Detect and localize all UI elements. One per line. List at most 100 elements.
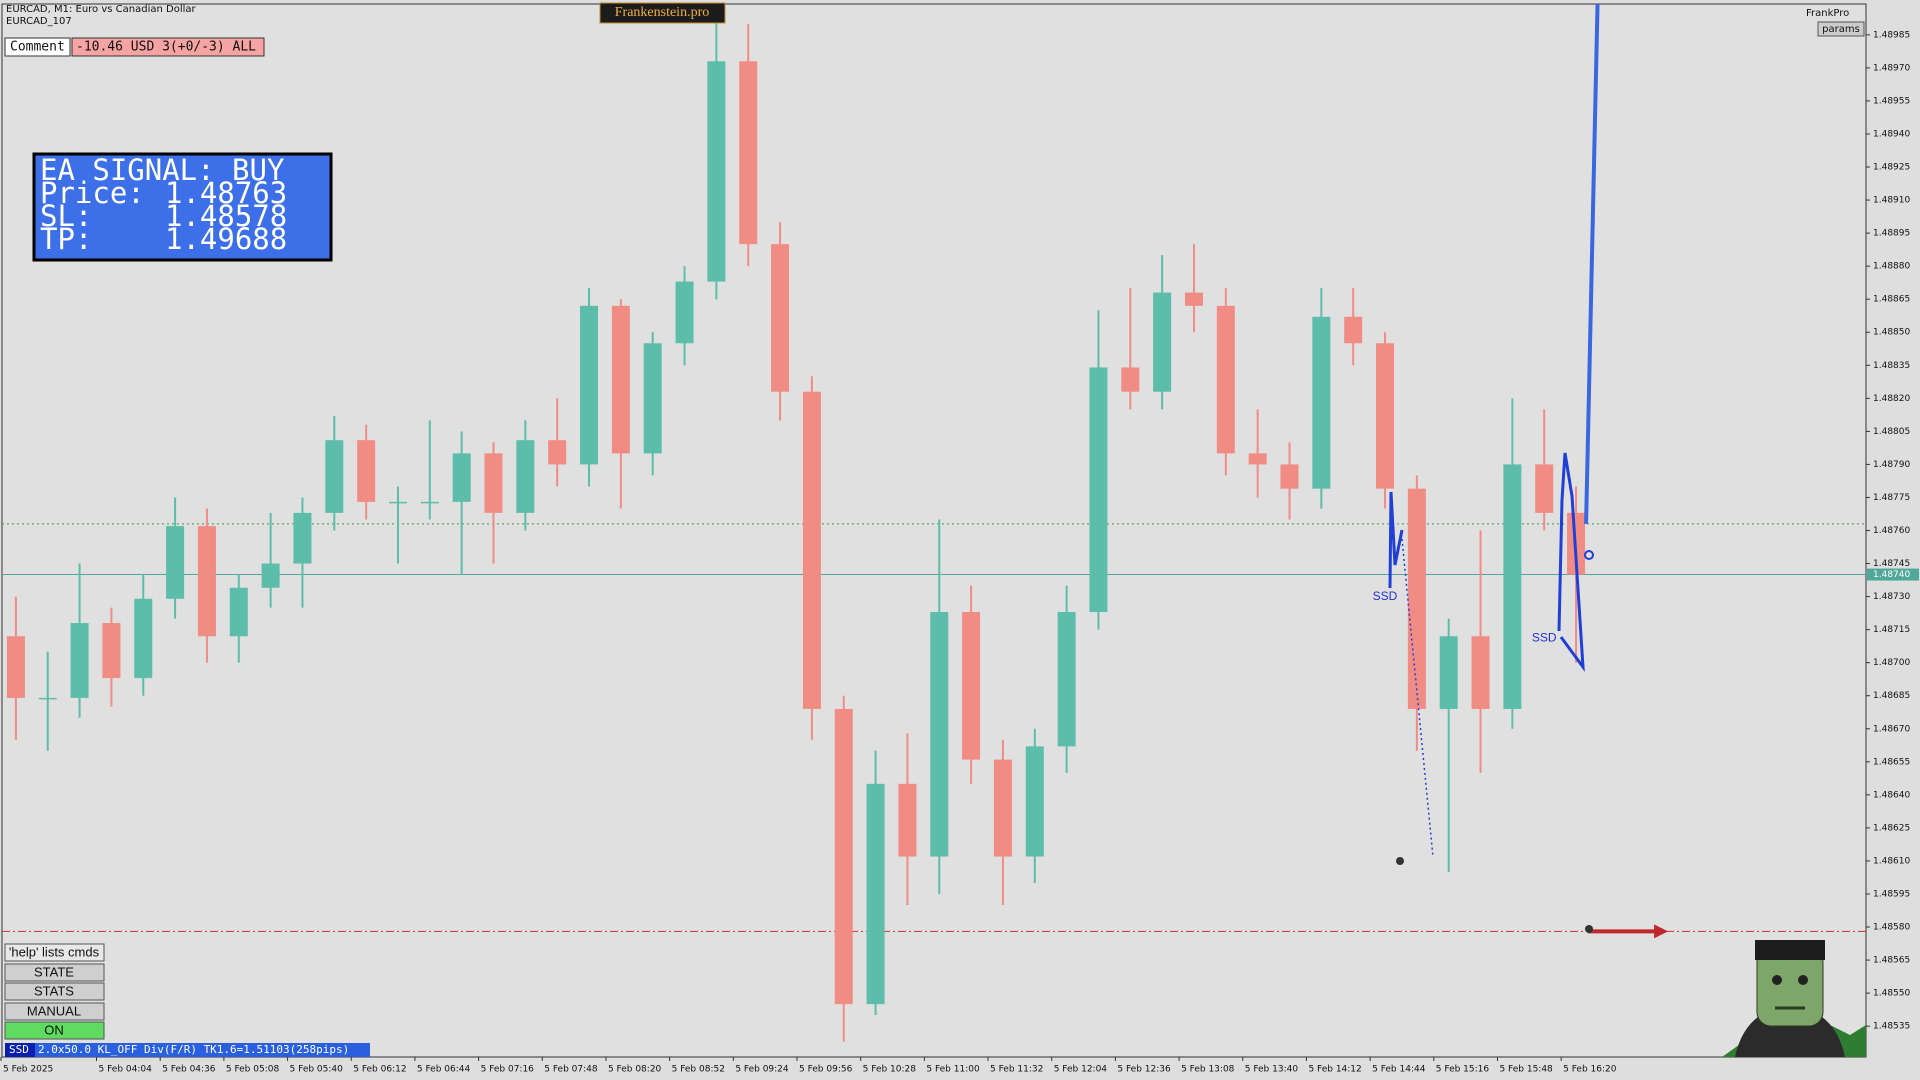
stats-button[interactable] — [4, 982, 105, 1001]
x-tick-label: 5 Feb 08:52 — [672, 1065, 725, 1075]
y-tick-label: 1.48775 — [1873, 493, 1910, 503]
candle-body — [452, 453, 471, 502]
brand-box — [599, 2, 726, 24]
plot — [2, 4, 1866, 1042]
bid-label-box — [1867, 568, 1919, 581]
help-label[interactable]: 'help' lists cmds — [9, 944, 100, 959]
status-tag — [5, 1043, 35, 1057]
status-bar — [5, 1043, 370, 1057]
annotation: SSD — [1373, 589, 1398, 603]
x-tick-label: 5 Feb 13:08 — [1181, 1065, 1235, 1075]
candle-body — [70, 623, 89, 698]
params-label[interactable]: params — [1822, 24, 1860, 35]
y-tick-label: 1.48790 — [1873, 460, 1910, 470]
candle-body — [166, 526, 185, 599]
stats-label[interactable]: STATS — [34, 983, 74, 998]
y-tick-label: 1.48580 — [1873, 923, 1910, 933]
on-button[interactable] — [4, 1021, 105, 1040]
x-tick-label: 5 Feb 07:48 — [544, 1065, 598, 1075]
x-tick-label: 5 Feb 05:08 — [226, 1065, 280, 1075]
candle-body — [548, 440, 567, 465]
candle-body — [1535, 464, 1554, 513]
candle-body — [1248, 453, 1267, 465]
skull-marker — [1585, 925, 1593, 933]
x-tick-label: 5 Feb 2025 — [3, 1065, 53, 1075]
candle-body — [1121, 367, 1140, 392]
comment-label: Comment — [10, 40, 65, 55]
candle-body — [197, 526, 216, 637]
candle-body — [1280, 464, 1299, 489]
x-tick-label: 5 Feb 11:32 — [990, 1065, 1043, 1075]
signal-title: EA SIGNAL: BUY — [40, 153, 284, 187]
y-tick-label: 1.48850 — [1873, 328, 1910, 338]
candle-body — [484, 453, 503, 513]
x-tick-label: 5 Feb 08:20 — [608, 1065, 662, 1075]
help-button[interactable] — [4, 943, 105, 962]
candle-body — [293, 512, 312, 564]
y-tick-label: 1.48565 — [1873, 956, 1910, 966]
candle-body — [1184, 292, 1203, 306]
manual-button[interactable] — [4, 1002, 105, 1021]
mascot-hair — [1755, 940, 1825, 960]
candle-body — [1025, 746, 1044, 857]
candle-body — [866, 783, 885, 1005]
x-tick-label: 5 Feb 15:16 — [1436, 1065, 1490, 1075]
mascot-eye — [1798, 975, 1808, 985]
signal-panel — [32, 152, 333, 262]
indicator-zigzag — [1388, 452, 1594, 933]
signal-row-value: 1.48578 — [165, 199, 287, 233]
y-tick-label: 1.48805 — [1873, 427, 1910, 437]
comment-text: -10.46 USD 3(+0/-3) ALL — [76, 40, 256, 55]
candle-body — [802, 391, 821, 709]
x-tick-label: 5 Feb 10:28 — [863, 1065, 917, 1075]
state-button[interactable] — [4, 963, 105, 982]
candle-body — [134, 598, 153, 679]
candle-body — [102, 623, 121, 679]
candle-body — [516, 440, 535, 513]
y-tick-label: 1.48655 — [1873, 757, 1910, 767]
y-tick-label: 1.48865 — [1873, 295, 1910, 305]
brand: Frankenstein.pro — [615, 5, 709, 20]
x-tick-label: 5 Feb 09:56 — [799, 1065, 853, 1075]
candle-body — [834, 708, 853, 1005]
candle-body — [357, 440, 376, 502]
x-tick-label: 5 Feb 14:44 — [1372, 1065, 1426, 1075]
sl-arrow-head — [1654, 924, 1669, 939]
zigzag — [1388, 491, 1404, 589]
comment-label-box — [4, 37, 71, 57]
candle-body — [1153, 292, 1172, 392]
status-tag-label: SSD — [9, 1043, 29, 1056]
candle-body — [580, 305, 599, 465]
candle-body — [707, 61, 726, 282]
candle-body — [1439, 636, 1458, 709]
y-tick-label: 1.48970 — [1873, 63, 1910, 73]
candle-body — [611, 305, 630, 454]
y-tick-label: 1.48955 — [1873, 96, 1910, 106]
on-label[interactable]: ON — [44, 1022, 64, 1037]
state-label[interactable]: STATE — [34, 964, 74, 979]
signal-row-value: 1.49688 — [165, 222, 287, 256]
skull-marker — [1396, 857, 1404, 865]
x-tick-label: 5 Feb 12:36 — [1117, 1065, 1171, 1075]
bid-label: 1.48740 — [1873, 570, 1910, 580]
candle-body — [6, 636, 25, 698]
candle-body — [1376, 343, 1395, 489]
candle-body — [261, 563, 280, 588]
y-tick-label: 1.48730 — [1873, 592, 1910, 602]
candle-body — [388, 501, 407, 504]
candle-body — [739, 61, 758, 245]
y-tick-label: 1.48820 — [1873, 394, 1910, 404]
y-tick-label: 1.48595 — [1873, 889, 1910, 899]
candle-body — [229, 587, 248, 637]
annotation: SSD — [1532, 631, 1557, 645]
params-button[interactable] — [1817, 21, 1865, 37]
x-tick-label: 5 Feb 15:48 — [1499, 1065, 1553, 1075]
chart-subtitle: EURCAD_107 — [6, 16, 72, 27]
x-tick-label: 5 Feb 12:04 — [1054, 1065, 1108, 1075]
y-tick-label: 1.48685 — [1873, 691, 1910, 701]
top-right-name: FrankPro — [1806, 8, 1849, 19]
zigzag — [1557, 452, 1585, 673]
y-tick-label: 1.48880 — [1873, 262, 1910, 272]
manual-label[interactable]: MANUAL — [27, 1003, 81, 1018]
x-tick-label: 5 Feb 16:20 — [1563, 1065, 1617, 1075]
